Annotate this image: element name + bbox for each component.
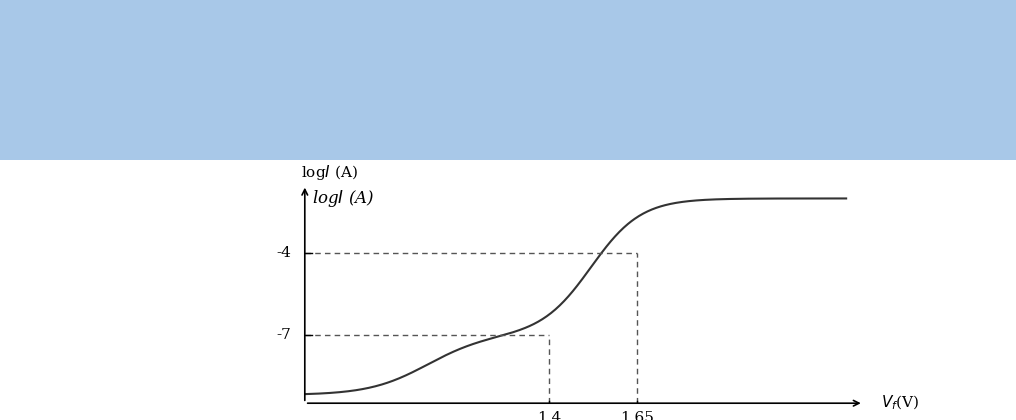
Text: log$I$ (A): log$I$ (A) xyxy=(312,187,374,208)
Text: 4. The forward I-V characteristics of a p-n diode at 300 K is shown below. Calcu: 4. The forward I-V characteristics of a … xyxy=(10,24,886,92)
Text: -4: -4 xyxy=(276,246,291,260)
Text: $V_f$(V): $V_f$(V) xyxy=(881,394,919,412)
Text: -7: -7 xyxy=(276,328,291,342)
Text: log$I$ (A): log$I$ (A) xyxy=(302,163,359,182)
Text: 1.4: 1.4 xyxy=(537,411,562,420)
Text: 1.65: 1.65 xyxy=(620,411,653,420)
